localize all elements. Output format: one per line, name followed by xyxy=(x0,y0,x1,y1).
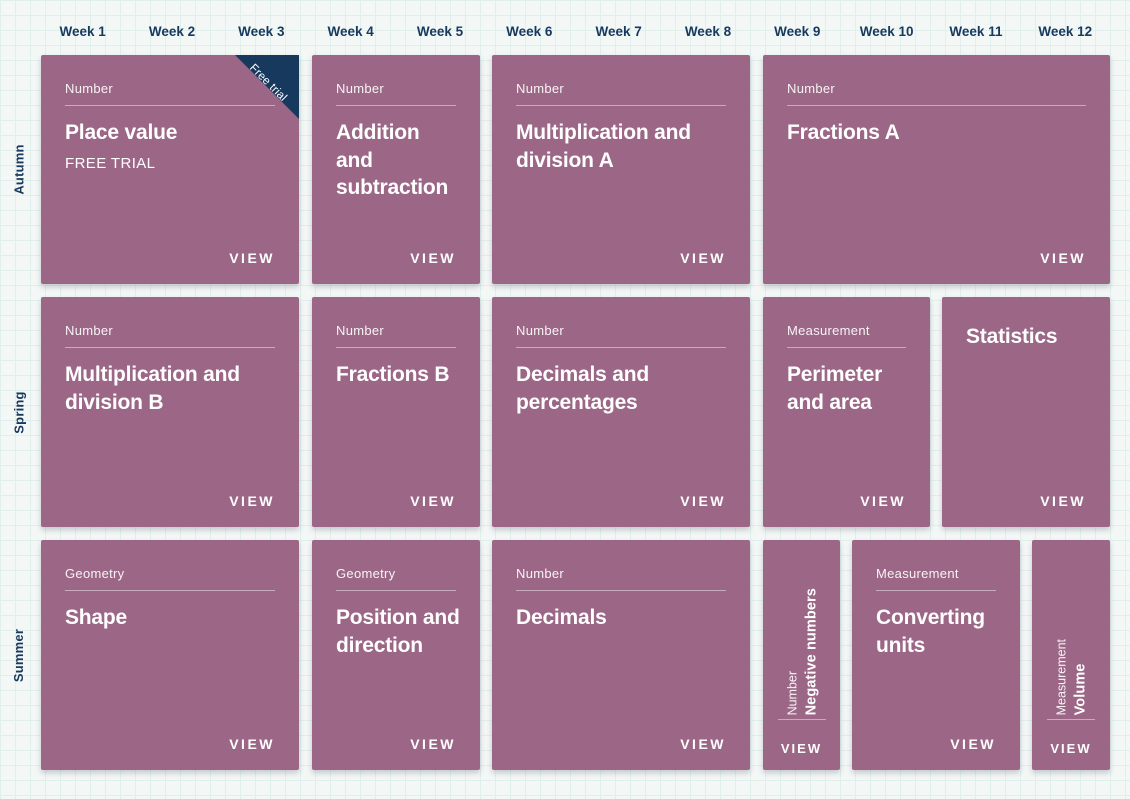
view-button[interactable]: VIEW xyxy=(410,493,456,509)
unit-category: Number xyxy=(336,323,385,338)
unit-card-volume[interactable]: Measurement Volume VIEW xyxy=(1032,540,1110,770)
view-button[interactable]: VIEW xyxy=(680,250,726,266)
term-label-spring: Spring xyxy=(11,390,27,434)
unit-card-perimeter-and-area[interactable]: Measurement Perimeter and area VIEW xyxy=(763,297,930,527)
view-button[interactable]: VIEW xyxy=(229,250,275,266)
view-button[interactable]: VIEW xyxy=(780,741,823,756)
unit-category: Number xyxy=(516,566,565,581)
view-button[interactable]: VIEW xyxy=(950,736,996,752)
vertical-text-block: Number Negative numbers xyxy=(783,588,821,715)
view-button[interactable]: VIEW xyxy=(860,493,906,509)
unit-card-addition-and-subtraction[interactable]: Number Addition and subtraction VIEW xyxy=(312,55,480,284)
unit-card-multiplication-and-division-b[interactable]: Number Multiplication and division B VIE… xyxy=(41,297,299,527)
unit-category: Number xyxy=(516,81,565,96)
category-divider xyxy=(787,347,906,348)
vertical-text-block: Measurement Volume xyxy=(1053,639,1091,715)
view-button[interactable]: VIEW xyxy=(229,493,275,509)
unit-card-position-and-direction[interactable]: Geometry Position and direction VIEW xyxy=(312,540,480,770)
unit-category: Measurement xyxy=(876,566,959,581)
week-label-11: Week 11 xyxy=(949,24,1003,39)
week-header: Week 1 Week 2 Week 3 Week 4 Week 5 Week … xyxy=(38,24,1110,39)
unit-category: Geometry xyxy=(65,566,125,581)
week-label-6: Week 6 xyxy=(506,24,553,39)
week-label-9: Week 9 xyxy=(774,24,821,39)
unit-title: Converting units xyxy=(876,606,985,657)
unit-category: Number xyxy=(65,323,114,338)
unit-title: Decimals and percentages xyxy=(516,363,649,414)
category-divider xyxy=(65,590,275,591)
category-divider xyxy=(336,590,456,591)
unit-card-converting-units[interactable]: Measurement Converting units VIEW xyxy=(852,540,1020,770)
category-divider xyxy=(777,719,826,720)
unit-category: Number xyxy=(336,81,385,96)
unit-card-multiplication-and-division-a[interactable]: Number Multiplication and division A VIE… xyxy=(492,55,750,284)
unit-card-decimals-and-percentages[interactable]: Number Decimals and percentages VIEW xyxy=(492,297,750,527)
view-button[interactable]: VIEW xyxy=(1040,493,1086,509)
unit-title: Multiplication and division A xyxy=(516,121,691,172)
unit-category: Number xyxy=(785,670,800,715)
category-divider xyxy=(516,347,726,348)
week-label-8: Week 8 xyxy=(684,24,732,39)
view-button[interactable]: VIEW xyxy=(229,736,275,752)
week-label-3: Week 3 xyxy=(238,24,285,39)
week-label-12: Week 12 xyxy=(1038,24,1093,39)
week-label-4: Week 4 xyxy=(327,24,374,39)
view-button[interactable]: VIEW xyxy=(680,493,726,509)
unit-card-fractions-b[interactable]: Number Fractions B VIEW xyxy=(312,297,480,527)
unit-title: Addition and subtraction xyxy=(336,121,449,200)
unit-title: Position and direction xyxy=(336,606,460,657)
unit-category: Measurement xyxy=(787,323,870,338)
unit-title: Fractions A xyxy=(787,121,900,144)
week-label-1: Week 1 xyxy=(59,24,106,39)
unit-category: Measurement xyxy=(1054,638,1069,715)
unit-category: Number xyxy=(516,323,565,338)
unit-card-statistics[interactable]: Statistics VIEW xyxy=(942,297,1110,527)
category-divider xyxy=(876,590,996,591)
unit-card-shape[interactable]: Geometry Shape VIEW xyxy=(41,540,299,770)
view-button[interactable]: VIEW xyxy=(410,250,456,266)
category-divider xyxy=(516,590,726,591)
unit-title: Place value xyxy=(65,121,178,144)
week-label-7: Week 7 xyxy=(595,24,642,39)
unit-title: Decimals xyxy=(516,606,607,629)
view-button[interactable]: VIEW xyxy=(1050,741,1092,756)
unit-title: Statistics xyxy=(966,325,1058,348)
unit-card-place-value[interactable]: Number Place value FREE TRIAL Free trial… xyxy=(41,55,299,284)
unit-card-negative-numbers[interactable]: Number Negative numbers VIEW xyxy=(763,540,840,770)
term-label-summer: Summer xyxy=(11,628,27,682)
view-button[interactable]: VIEW xyxy=(680,736,726,752)
unit-category: Number xyxy=(65,81,114,96)
view-button[interactable]: VIEW xyxy=(1040,250,1086,266)
week-label-5: Week 5 xyxy=(416,24,464,39)
unit-category: Geometry xyxy=(336,566,396,581)
unit-title: Volume xyxy=(1072,663,1089,715)
category-divider xyxy=(1047,719,1095,720)
view-button[interactable]: VIEW xyxy=(410,736,456,752)
unit-title: Shape xyxy=(65,606,128,629)
category-divider xyxy=(336,105,456,106)
unit-title: Perimeter and area xyxy=(787,363,883,414)
term-label-autumn: Autumn xyxy=(11,144,27,195)
free-trial-ribbon xyxy=(235,55,299,119)
unit-title: Multiplication and division B xyxy=(65,363,240,414)
category-divider xyxy=(516,105,726,106)
category-divider xyxy=(65,105,275,106)
unit-card-fractions-a[interactable]: Number Fractions A VIEW xyxy=(763,55,1110,284)
category-divider xyxy=(787,105,1086,106)
unit-title: Negative numbers xyxy=(803,587,820,715)
category-divider xyxy=(65,347,275,348)
category-divider xyxy=(336,347,456,348)
unit-subtitle: FREE TRIAL xyxy=(65,154,156,172)
week-label-2: Week 2 xyxy=(148,24,196,39)
unit-category: Number xyxy=(787,81,836,96)
unit-card-decimals[interactable]: Number Decimals VIEW xyxy=(492,540,750,770)
unit-title: Fractions B xyxy=(336,363,450,386)
week-label-10: Week 10 xyxy=(859,24,914,39)
